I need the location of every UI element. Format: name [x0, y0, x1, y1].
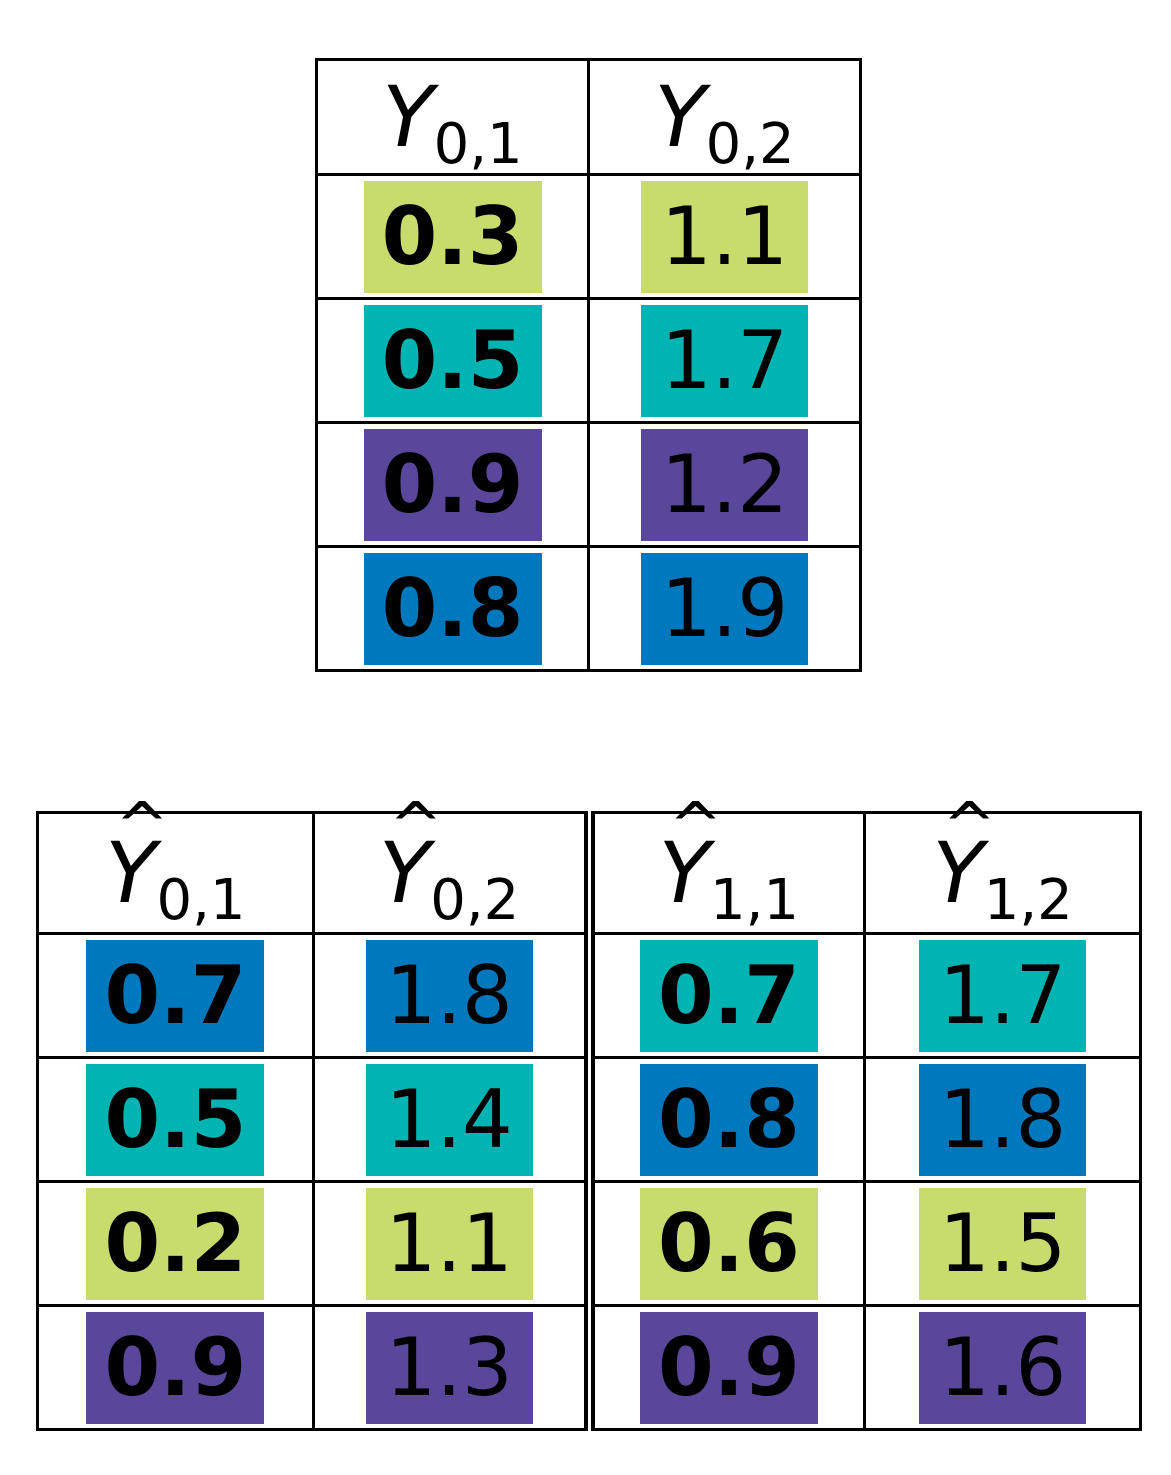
value-chip: 1.1: [365, 1187, 533, 1300]
hat-accent: ^: [942, 790, 997, 864]
value-chip: 1.2: [641, 428, 808, 541]
table-cell: 0.5: [36, 1056, 315, 1183]
top-table-header-row: Y0,1 Y0,2: [315, 58, 862, 177]
value-chip: 1.6: [919, 1311, 1087, 1424]
value-chip: 0.3: [363, 180, 542, 293]
table-cell: 1.1: [311, 1180, 595, 1307]
bottom-header-yhat01: ^ Y0,1: [36, 790, 315, 935]
table-cell: 1.9: [587, 545, 862, 672]
value-chip: 0.7: [86, 939, 265, 1052]
table-row: 0.8 1.9: [315, 545, 862, 672]
table-cell: 1.4: [311, 1056, 595, 1183]
table-cell: 0.2: [36, 1180, 315, 1307]
value-chip: 1.5: [919, 1187, 1087, 1300]
table-row: 0.3 1.1: [315, 173, 862, 300]
top-header-y02: Y0,2: [587, 58, 862, 177]
table-row: 0.9 1.3 0.9 1.6: [36, 1304, 1142, 1431]
table-cell: 1.5: [863, 1180, 1142, 1307]
top-table: Y0,1 Y0,2 0.3 1.1 0.5 1.7 0.9 1.2 0.8 1.…: [315, 58, 862, 672]
table-cell: 0.6: [587, 1180, 867, 1307]
value-chip: 1.7: [641, 304, 808, 417]
value-chip: 0.9: [86, 1311, 265, 1424]
table-cell: 1.6: [863, 1304, 1142, 1431]
table-row: 0.2 1.1 0.6 1.5: [36, 1180, 1142, 1307]
table-cell: 0.9: [315, 421, 590, 548]
value-chip: 0.8: [639, 1063, 818, 1176]
table-cell: 1.3: [311, 1304, 595, 1431]
bottom-header-yhat12: ^ Y1,2: [863, 790, 1142, 935]
value-chip: 0.9: [363, 428, 542, 541]
value-chip: 0.5: [86, 1063, 265, 1176]
table-cell: 1.7: [863, 932, 1142, 1059]
hat-accent: ^: [388, 790, 443, 864]
value-chip: 1.1: [641, 180, 808, 293]
table-cell: 0.9: [587, 1304, 867, 1431]
top-header-y01-label: Y0,1: [382, 68, 523, 177]
value-chip: 0.5: [363, 304, 542, 417]
table-row: 0.9 1.2: [315, 421, 862, 548]
hat-accent: ^: [115, 790, 169, 864]
table-cell: 0.7: [587, 932, 867, 1059]
bottom-header-yhat02-label: ^ Y0,2: [378, 790, 520, 933]
bottom-header-yhat11-label: ^ Y1,1: [658, 790, 800, 933]
bottom-table-header-row: ^ Y0,1 ^ Y0,2 ^ Y1,1 ^ Y1,2: [36, 790, 1142, 935]
table-row: 0.5 1.4 0.8 1.8: [36, 1056, 1142, 1183]
table-cell: 1.8: [311, 932, 595, 1059]
value-chip: 0.7: [639, 939, 818, 1052]
table-cell: 0.8: [315, 545, 590, 672]
value-chip: 1.4: [365, 1063, 533, 1176]
value-chip: 0.2: [86, 1187, 265, 1300]
table-cell: 1.1: [587, 173, 862, 300]
bottom-header-yhat01-label: ^ Y0,1: [105, 790, 246, 933]
hat-accent: ^: [668, 790, 723, 864]
table-cell: 0.7: [36, 932, 315, 1059]
table-cell: 1.7: [587, 297, 862, 424]
table-cell: 0.8: [587, 1056, 867, 1183]
table-cell: 0.3: [315, 173, 590, 300]
bottom-header-yhat11: ^ Y1,1: [587, 790, 867, 935]
value-chip: 1.8: [365, 939, 533, 1052]
table-row: 0.5 1.7: [315, 297, 862, 424]
value-chip: 1.3: [365, 1311, 533, 1424]
table-cell: 0.5: [315, 297, 590, 424]
table-cell: 1.8: [863, 1056, 1142, 1183]
value-chip: 0.6: [639, 1187, 818, 1300]
bottom-table: ^ Y0,1 ^ Y0,2 ^ Y1,1 ^ Y1,2 0.7 1.8 0.7 1.7 …: [36, 790, 1142, 1431]
value-chip: 0.9: [639, 1311, 818, 1424]
value-chip: 0.8: [363, 552, 542, 665]
table-row: 0.7 1.8 0.7 1.7: [36, 932, 1142, 1059]
value-chip: 1.8: [919, 1063, 1087, 1176]
value-chip: 1.9: [641, 552, 808, 665]
bottom-header-yhat12-label: ^ Y1,2: [932, 790, 1073, 933]
top-header-y01: Y0,1: [315, 58, 590, 177]
value-chip: 1.7: [919, 939, 1087, 1052]
bottom-header-yhat02: ^ Y0,2: [311, 790, 595, 935]
top-header-y02-label: Y0,2: [654, 68, 795, 177]
table-cell: 1.2: [587, 421, 862, 548]
table-cell: 0.9: [36, 1304, 315, 1431]
